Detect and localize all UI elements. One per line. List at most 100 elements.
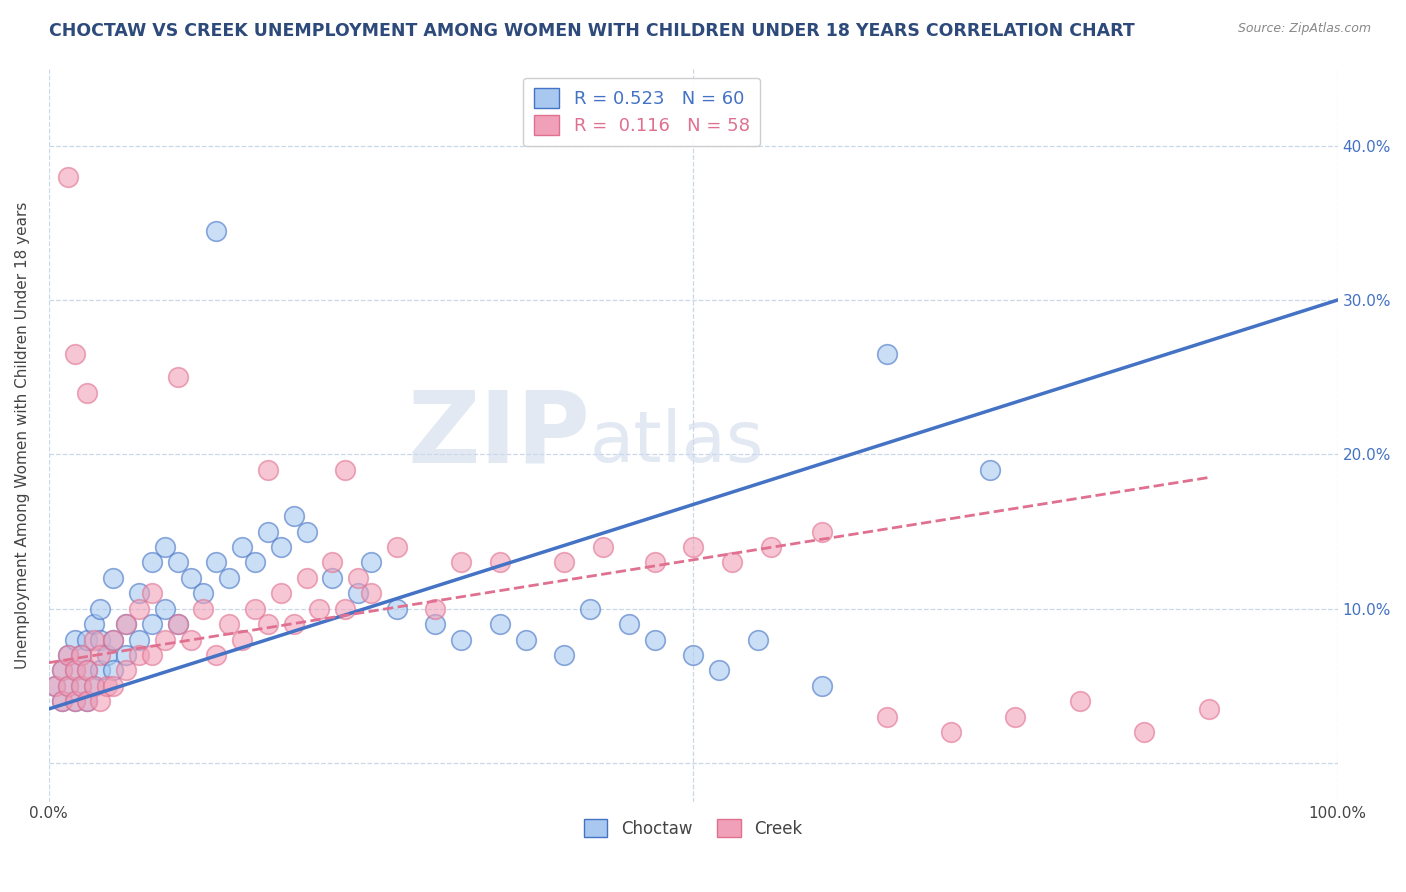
Point bbox=[205, 223, 228, 237]
Point bbox=[44, 679, 66, 693]
Point bbox=[103, 664, 125, 678]
Point bbox=[193, 586, 215, 600]
Point bbox=[243, 555, 266, 569]
Text: ZIP: ZIP bbox=[408, 386, 591, 483]
Point bbox=[180, 571, 202, 585]
Point bbox=[231, 540, 253, 554]
Point bbox=[180, 632, 202, 647]
Point bbox=[115, 648, 138, 662]
Y-axis label: Unemployment Among Women with Children Under 18 years: Unemployment Among Women with Children U… bbox=[15, 202, 30, 669]
Point bbox=[115, 664, 138, 678]
Point bbox=[141, 555, 163, 569]
Point bbox=[51, 694, 73, 708]
Point bbox=[56, 679, 79, 693]
Point bbox=[76, 632, 98, 647]
Point bbox=[1069, 694, 1091, 708]
Point bbox=[63, 664, 86, 678]
Point bbox=[76, 664, 98, 678]
Point bbox=[243, 601, 266, 615]
Point bbox=[385, 540, 408, 554]
Point bbox=[876, 709, 898, 723]
Point bbox=[153, 540, 176, 554]
Point bbox=[83, 679, 105, 693]
Point bbox=[56, 169, 79, 184]
Point bbox=[360, 555, 382, 569]
Point bbox=[128, 601, 150, 615]
Point bbox=[579, 601, 602, 615]
Point bbox=[141, 648, 163, 662]
Point bbox=[321, 571, 343, 585]
Point bbox=[644, 632, 666, 647]
Point bbox=[385, 601, 408, 615]
Text: atlas: atlas bbox=[591, 408, 765, 477]
Point bbox=[283, 617, 305, 632]
Point bbox=[128, 648, 150, 662]
Point bbox=[707, 664, 730, 678]
Point bbox=[1004, 709, 1026, 723]
Point bbox=[231, 632, 253, 647]
Point bbox=[592, 540, 614, 554]
Point bbox=[295, 571, 318, 585]
Point bbox=[70, 648, 93, 662]
Point bbox=[89, 601, 111, 615]
Text: CHOCTAW VS CREEK UNEMPLOYMENT AMONG WOMEN WITH CHILDREN UNDER 18 YEARS CORRELATI: CHOCTAW VS CREEK UNEMPLOYMENT AMONG WOME… bbox=[49, 22, 1135, 40]
Point bbox=[939, 725, 962, 739]
Point bbox=[257, 617, 280, 632]
Point bbox=[553, 648, 575, 662]
Point bbox=[270, 540, 292, 554]
Point bbox=[51, 694, 73, 708]
Point bbox=[682, 648, 704, 662]
Point bbox=[876, 347, 898, 361]
Point bbox=[56, 648, 79, 662]
Point bbox=[153, 632, 176, 647]
Point bbox=[489, 555, 512, 569]
Point bbox=[103, 571, 125, 585]
Point bbox=[96, 679, 118, 693]
Point bbox=[76, 385, 98, 400]
Point bbox=[308, 601, 330, 615]
Point bbox=[335, 601, 357, 615]
Point bbox=[166, 555, 188, 569]
Point bbox=[321, 555, 343, 569]
Point bbox=[103, 632, 125, 647]
Point bbox=[83, 679, 105, 693]
Point bbox=[141, 617, 163, 632]
Point bbox=[76, 694, 98, 708]
Point bbox=[218, 571, 240, 585]
Point bbox=[56, 679, 79, 693]
Point bbox=[51, 664, 73, 678]
Point bbox=[811, 679, 834, 693]
Point bbox=[103, 679, 125, 693]
Point bbox=[205, 648, 228, 662]
Point bbox=[70, 648, 93, 662]
Point bbox=[295, 524, 318, 539]
Point bbox=[63, 694, 86, 708]
Point bbox=[193, 601, 215, 615]
Point bbox=[205, 555, 228, 569]
Point bbox=[70, 679, 93, 693]
Point bbox=[141, 586, 163, 600]
Point bbox=[515, 632, 537, 647]
Point bbox=[96, 648, 118, 662]
Point bbox=[283, 509, 305, 524]
Point bbox=[257, 524, 280, 539]
Point bbox=[83, 617, 105, 632]
Point bbox=[166, 617, 188, 632]
Point bbox=[63, 347, 86, 361]
Point bbox=[553, 555, 575, 569]
Point bbox=[347, 571, 370, 585]
Point bbox=[128, 632, 150, 647]
Point bbox=[489, 617, 512, 632]
Point bbox=[617, 617, 640, 632]
Point bbox=[103, 632, 125, 647]
Point bbox=[44, 679, 66, 693]
Point bbox=[115, 617, 138, 632]
Point bbox=[425, 617, 447, 632]
Point bbox=[747, 632, 769, 647]
Point bbox=[682, 540, 704, 554]
Point bbox=[56, 648, 79, 662]
Point bbox=[218, 617, 240, 632]
Point bbox=[644, 555, 666, 569]
Point bbox=[83, 632, 105, 647]
Point bbox=[89, 664, 111, 678]
